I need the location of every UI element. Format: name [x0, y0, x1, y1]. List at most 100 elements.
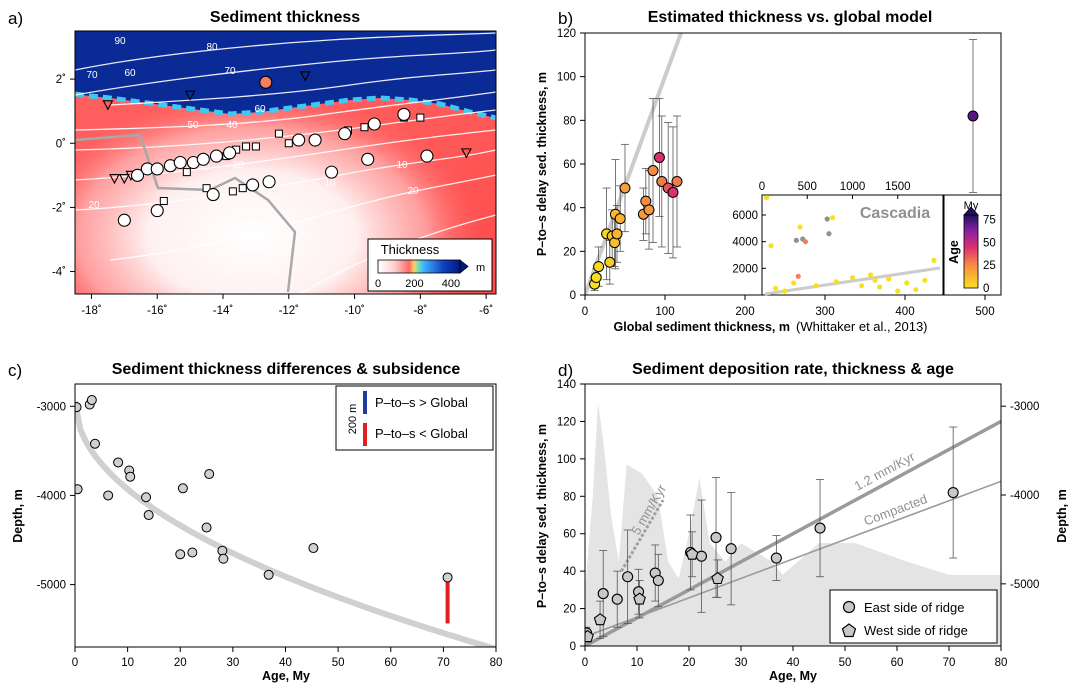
station-triangle	[460, 148, 472, 159]
c-data-point	[141, 492, 152, 503]
station-circle	[397, 107, 411, 121]
d-right-y-tick-label: -4000	[1010, 490, 1039, 502]
panel-a-x-ticks: -18˚ -16˚ -14˚ -12˚ -10˚ -8˚ -6˚	[81, 294, 493, 317]
station-square	[360, 123, 369, 132]
station-circle	[246, 178, 260, 192]
contour-label: 70	[224, 66, 236, 77]
station-circle	[324, 165, 339, 179]
inset-data-point	[795, 273, 801, 279]
c-data-point	[175, 549, 186, 560]
c-data-point	[125, 471, 136, 482]
c-data-point	[103, 490, 114, 501]
d-west-point	[633, 592, 646, 605]
inset-data-point	[849, 275, 856, 281]
contour-label: 10	[324, 178, 336, 189]
inset-data-point	[872, 277, 878, 283]
contour-label: 90	[114, 36, 126, 47]
b-x-tick-label: 100	[655, 306, 674, 318]
contour-label: 20	[232, 160, 244, 171]
colorbar-tick-label: 0	[375, 278, 381, 290]
d-x-tick-label: 60	[891, 657, 904, 669]
c-data-point	[442, 572, 453, 583]
b-y-tick-label: 0	[570, 290, 576, 302]
d-east-point	[814, 522, 826, 534]
colorbar-unit: m	[476, 262, 485, 274]
panel-label-c: c)	[8, 361, 22, 380]
station-triangle	[109, 173, 120, 185]
inset-trend-line	[764, 266, 941, 296]
c-data-point	[75, 484, 83, 495]
c-x-tick-label: 20	[174, 657, 187, 669]
panel-c-legend-box	[335, 385, 494, 451]
contour-label: 70	[86, 70, 98, 81]
map-boundary-line	[75, 133, 297, 293]
panel-b-y-label: P–to–s delay sed. thickness, m	[535, 72, 549, 256]
d-east-point	[725, 543, 737, 555]
inset-data-point	[833, 279, 839, 285]
legend-east-marker	[842, 600, 856, 614]
legend-west-marker	[841, 623, 857, 638]
inset-data-point	[922, 277, 928, 283]
panel-label-d: d)	[558, 361, 573, 380]
d-east-point	[947, 486, 959, 499]
age-colorbar-gradient	[963, 214, 979, 289]
contour-label: 60	[124, 68, 136, 79]
d-y-tick-label: 20	[563, 604, 576, 616]
inset-y-tick-label: 6000	[732, 210, 758, 222]
inset-data-point	[895, 288, 901, 294]
a-x-tick-label: -6˚	[479, 305, 493, 317]
panel-b-x-label-note: (Whittaker et al., 2013)	[796, 319, 928, 334]
age-colorbar-ticks: 0 25 50 75	[983, 215, 996, 295]
station-circle	[117, 213, 131, 227]
b-y-tick-label: 120	[557, 28, 576, 40]
colorbar-ticks: 0 200 400	[375, 278, 460, 290]
map-transition-band	[75, 91, 496, 121]
d-east-point	[710, 531, 722, 544]
panel-c-legend: 200 m P–to–s > Global P–to–s < Global	[335, 385, 494, 451]
panel-b: b) Estimated thickness vs. global model …	[535, 9, 1002, 334]
panel-d-title: Sediment deposition rate, thickness & ag…	[632, 361, 954, 378]
c-x-tick-label: 40	[279, 657, 292, 669]
a-y-tick-label: 0˚	[56, 138, 66, 150]
contour-label: 60	[254, 104, 266, 115]
panel-a-y-ticks: 2˚ 0˚ -2˚ -4˚	[52, 74, 75, 279]
d-y-tick-label: 0	[570, 641, 576, 653]
d-x-tick-label: 80	[995, 657, 1008, 669]
station-circle	[338, 127, 352, 141]
c-data-point	[204, 469, 215, 480]
line-label-compacted: Compacted	[862, 491, 930, 528]
d-east-point	[597, 588, 609, 600]
d-east-point	[622, 571, 634, 583]
station-square	[251, 142, 260, 151]
inset-data-point	[886, 276, 892, 282]
panel-d-y-label: P–to–s delay sed. thickness, m	[535, 424, 549, 608]
b-data-point	[614, 213, 626, 225]
c-data-point	[201, 522, 212, 533]
station-circle	[292, 133, 306, 147]
legend-negative-bar	[363, 423, 367, 446]
c-data-point	[308, 543, 319, 554]
d-west-point	[593, 613, 607, 626]
age-colorbar: My Age 0 25 50 75	[943, 194, 1002, 296]
inset-data-point	[797, 224, 803, 230]
b-y-tick-label: 40	[563, 203, 576, 215]
inset-ticks: 0 500 1000 1500 2000 4000 6000	[732, 181, 910, 275]
b-y-tick-label: 100	[557, 72, 576, 84]
d-y-tick-label: 140	[557, 379, 576, 391]
station-triangle	[299, 71, 311, 82]
panel-c-x-ticks: 0 10 20 30 40 50 60 70 80	[72, 647, 502, 669]
station-circle	[206, 188, 220, 202]
station-circle	[308, 133, 322, 147]
panel-d-right-y-ticks: -3000 -4000 -5000	[1001, 401, 1039, 591]
rate-line-2	[620, 499, 665, 572]
b-data-point	[604, 256, 616, 268]
legend-positive-label: P–to–s > Global	[375, 395, 468, 410]
inset-data-point	[904, 280, 910, 286]
inset-data-point	[829, 215, 836, 221]
rate-line-0	[585, 419, 1001, 646]
station-square	[274, 129, 283, 138]
inset-data-point	[868, 272, 874, 278]
c-x-tick-label: 0	[72, 657, 78, 669]
b-data-point	[967, 110, 979, 122]
a-y-tick-label: -4˚	[52, 267, 66, 279]
